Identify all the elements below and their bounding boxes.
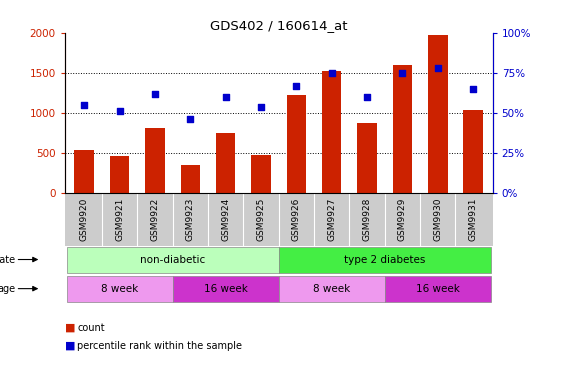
Text: 16 week: 16 week [204, 284, 248, 294]
Bar [66, 247, 279, 273]
Bar [385, 276, 491, 302]
Text: type 2 diabetes: type 2 diabetes [344, 254, 426, 265]
Text: GSM9920: GSM9920 [80, 198, 89, 241]
Point [80, 102, 89, 108]
Point [150, 91, 159, 97]
Text: non-diabetic: non-diabetic [140, 254, 205, 265]
Bar [287, 96, 306, 193]
Bar [322, 71, 341, 193]
Text: 16 week: 16 week [416, 284, 460, 294]
Bar [110, 156, 129, 193]
Text: 8 week: 8 week [101, 284, 138, 294]
Text: GSM9925: GSM9925 [257, 198, 266, 241]
Text: age: age [0, 284, 16, 294]
Title: GDS402 / 160614_at: GDS402 / 160614_at [210, 19, 347, 32]
Text: GSM9930: GSM9930 [434, 198, 443, 241]
Point [398, 70, 407, 76]
Bar [74, 150, 94, 193]
Text: GSM9929: GSM9929 [398, 198, 407, 241]
Text: percentile rank within the sample: percentile rank within the sample [77, 341, 242, 351]
Text: GSM9928: GSM9928 [363, 198, 372, 241]
Text: count: count [77, 322, 105, 333]
Point [115, 108, 124, 114]
Text: ■: ■ [65, 322, 75, 333]
Bar [279, 276, 385, 302]
Bar [428, 36, 448, 193]
Bar [279, 247, 491, 273]
Bar [251, 155, 271, 193]
Point [186, 116, 195, 122]
Bar [463, 110, 483, 193]
Bar [173, 276, 279, 302]
Point [221, 94, 230, 100]
Point [434, 65, 443, 71]
Text: GSM9921: GSM9921 [115, 198, 124, 241]
Bar [181, 165, 200, 193]
Text: 8 week: 8 week [313, 284, 350, 294]
Point [363, 94, 372, 100]
Text: GSM9924: GSM9924 [221, 198, 230, 241]
Text: disease state: disease state [0, 254, 16, 265]
Text: GSM9931: GSM9931 [468, 198, 477, 241]
Text: GSM9926: GSM9926 [292, 198, 301, 241]
Bar [145, 128, 164, 193]
Text: GSM9927: GSM9927 [327, 198, 336, 241]
Point [257, 104, 266, 109]
Bar [358, 123, 377, 193]
Point [468, 86, 477, 92]
Bar [393, 65, 412, 193]
Bar [66, 276, 173, 302]
Point [292, 83, 301, 89]
Text: GSM9923: GSM9923 [186, 198, 195, 241]
Text: ■: ■ [65, 341, 75, 351]
Bar [216, 133, 235, 193]
Text: GSM9922: GSM9922 [150, 198, 159, 241]
Point [327, 70, 336, 76]
